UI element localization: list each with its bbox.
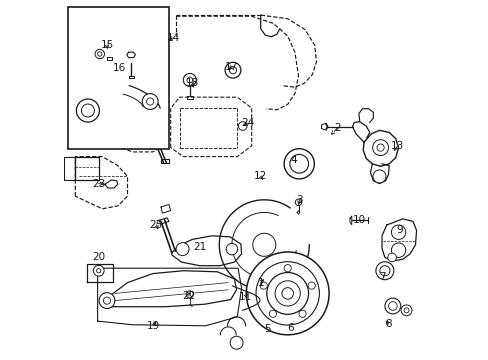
Text: 4: 4 [290, 155, 297, 165]
Text: 11: 11 [238, 292, 251, 302]
Circle shape [298, 310, 305, 318]
Circle shape [289, 154, 308, 173]
Circle shape [93, 265, 104, 276]
Circle shape [384, 298, 400, 314]
Circle shape [99, 293, 115, 309]
Circle shape [225, 243, 237, 255]
Text: 19: 19 [147, 321, 160, 331]
Text: 25: 25 [149, 220, 163, 230]
Circle shape [76, 99, 99, 122]
Circle shape [375, 262, 393, 280]
Text: 17: 17 [225, 62, 238, 72]
Text: 12: 12 [254, 171, 267, 181]
Circle shape [224, 62, 241, 78]
Circle shape [379, 266, 389, 276]
Text: 18: 18 [185, 78, 199, 88]
Circle shape [275, 281, 300, 306]
Text: 9: 9 [395, 225, 402, 235]
Circle shape [142, 94, 158, 109]
Circle shape [252, 233, 275, 256]
Text: 7: 7 [378, 272, 385, 282]
Circle shape [256, 262, 319, 325]
Circle shape [387, 253, 396, 262]
Bar [68, 7, 168, 149]
Text: 20: 20 [92, 252, 105, 262]
Text: 14: 14 [166, 33, 180, 43]
Text: 5: 5 [264, 324, 271, 334]
Circle shape [387, 302, 396, 310]
Text: 2: 2 [333, 123, 340, 133]
Circle shape [246, 252, 328, 335]
Circle shape [183, 73, 196, 86]
Text: 3: 3 [296, 195, 302, 205]
Text: 16: 16 [113, 63, 126, 73]
Circle shape [372, 170, 385, 183]
Text: 24: 24 [240, 118, 253, 128]
Text: 15: 15 [100, 40, 113, 50]
Text: 22: 22 [182, 291, 195, 301]
Circle shape [307, 282, 315, 289]
Circle shape [390, 225, 405, 239]
Text: 8: 8 [385, 319, 391, 329]
Circle shape [372, 140, 387, 156]
Text: 21: 21 [192, 242, 206, 252]
Circle shape [260, 282, 267, 289]
Circle shape [186, 291, 193, 298]
Circle shape [400, 305, 411, 316]
Text: 10: 10 [352, 215, 366, 225]
Circle shape [284, 265, 291, 272]
Circle shape [269, 310, 276, 318]
Text: 6: 6 [286, 323, 293, 333]
Circle shape [176, 243, 189, 256]
Text: 13: 13 [390, 141, 403, 151]
Text: 23: 23 [92, 179, 105, 189]
Text: 1: 1 [257, 278, 264, 288]
Circle shape [390, 243, 405, 257]
Circle shape [238, 122, 246, 130]
Circle shape [266, 273, 308, 314]
Circle shape [284, 149, 314, 179]
